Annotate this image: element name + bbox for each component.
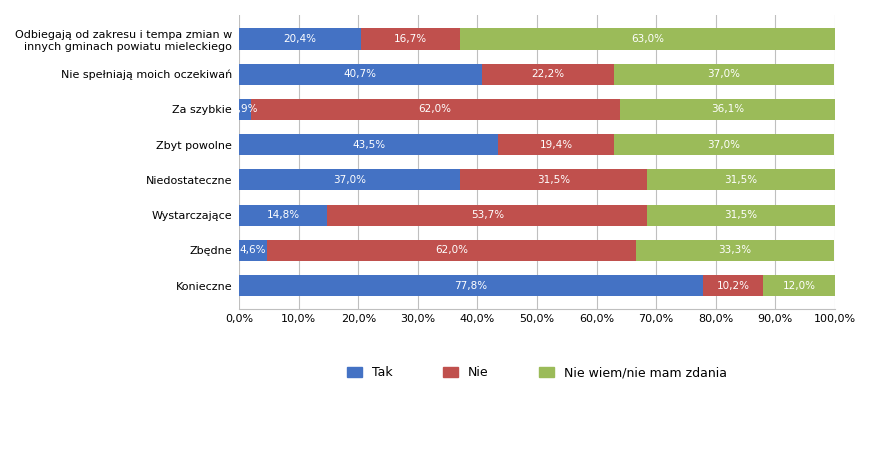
Text: 10,2%: 10,2% [717, 280, 750, 291]
Text: 37,0%: 37,0% [333, 175, 366, 185]
Text: 53,7%: 53,7% [470, 210, 504, 220]
Text: 20,4%: 20,4% [283, 34, 316, 44]
Bar [614, 64, 834, 85]
Text: 22,2%: 22,2% [531, 69, 564, 79]
Text: 31,5%: 31,5% [537, 175, 570, 185]
Text: 37,0%: 37,0% [707, 140, 740, 150]
Text: 16,7%: 16,7% [394, 34, 427, 44]
Bar [267, 240, 636, 261]
Bar [460, 169, 647, 191]
Text: 1,9%: 1,9% [232, 105, 258, 114]
Bar [240, 134, 498, 155]
Text: 31,5%: 31,5% [725, 210, 758, 220]
Bar [498, 134, 614, 155]
Text: 62,0%: 62,0% [419, 105, 452, 114]
Bar [240, 169, 460, 191]
Text: 43,5%: 43,5% [352, 140, 385, 150]
Bar [764, 275, 835, 296]
Text: 4,6%: 4,6% [240, 246, 267, 255]
Text: 33,3%: 33,3% [719, 246, 752, 255]
Bar [361, 28, 460, 49]
Bar [327, 205, 647, 226]
Legend: Tak, Nie, Nie wiem/nie mam zdania: Tak, Nie, Nie wiem/nie mam zdania [341, 360, 733, 385]
Text: 77,8%: 77,8% [455, 280, 488, 291]
Text: 31,5%: 31,5% [725, 175, 758, 185]
Text: 63,0%: 63,0% [631, 34, 665, 44]
Text: 62,0%: 62,0% [435, 246, 468, 255]
Bar [647, 205, 835, 226]
Bar [460, 28, 835, 49]
Bar [482, 64, 614, 85]
Text: 36,1%: 36,1% [711, 105, 744, 114]
Bar [240, 64, 482, 85]
Bar [240, 99, 251, 120]
Bar [240, 205, 327, 226]
Bar [614, 134, 834, 155]
Bar [647, 169, 835, 191]
Bar [240, 240, 267, 261]
Bar [251, 99, 620, 120]
Text: 40,7%: 40,7% [344, 69, 377, 79]
Text: 19,4%: 19,4% [539, 140, 573, 150]
Text: 12,0%: 12,0% [783, 280, 816, 291]
Text: 37,0%: 37,0% [707, 69, 740, 79]
Bar [240, 275, 703, 296]
Bar [620, 99, 835, 120]
Text: 14,8%: 14,8% [267, 210, 300, 220]
Bar [703, 275, 764, 296]
Bar [636, 240, 834, 261]
Bar [240, 28, 361, 49]
